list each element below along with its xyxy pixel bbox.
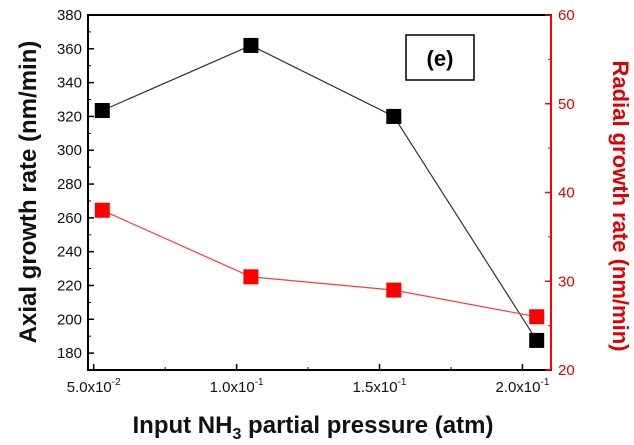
x-tick-label: 1.5x10-1 — [353, 377, 407, 396]
x-tick-label-mantissa: 1.5x10 — [353, 379, 398, 396]
annotation-box-border — [405, 34, 475, 81]
x-tick-label-mantissa: 2.0x10 — [495, 379, 540, 396]
series-2-point — [243, 269, 259, 285]
series-line-1 — [102, 44, 538, 341]
series-2-point — [529, 309, 545, 325]
x-tick-label-exponent: -2 — [112, 377, 121, 388]
y-axis-title: Axial growth rate (nm/min) — [15, 41, 42, 344]
y-tick-label: 280 — [57, 176, 82, 193]
x-axis-title-subscript: 3 — [232, 426, 241, 443]
series-line-2 — [102, 209, 537, 318]
series-2-point — [94, 202, 110, 218]
tick-labels: 180 200 220 240 260 280 300 320 340 360 380 20 30 40 5… — [57, 7, 575, 396]
series-markers — [94, 37, 545, 348]
y2-tick-label: 60 — [558, 7, 575, 24]
annotation-box: (e) — [405, 34, 475, 81]
x-tick-label-mantissa: 5.0x10 — [67, 379, 112, 396]
y-tick-label: 240 — [57, 244, 82, 261]
y-tick-label: 360 — [57, 41, 82, 58]
series-1-point — [386, 108, 402, 124]
series-1-point — [94, 103, 110, 119]
y2-tick-label: 20 — [558, 362, 575, 379]
x-tick-label-mantissa: 1.0x10 — [210, 379, 255, 396]
y-tick-label: 380 — [57, 7, 82, 24]
x-tick-label-exponent: -1 — [398, 377, 407, 388]
x-tick-label: 1.0x10-1 — [210, 377, 264, 396]
plot-area — [87, 14, 552, 371]
x-tick-label: 5.0x10-2 — [67, 377, 121, 396]
y2-tick-label: 40 — [558, 185, 575, 202]
y-tick-label: 340 — [57, 75, 82, 92]
y-tick-label: 180 — [57, 345, 82, 362]
y-tick-label: 260 — [57, 210, 82, 227]
y2-tick-label: 50 — [558, 96, 575, 113]
plot-frame — [87, 14, 552, 371]
x-axis-title: Input NH3 partial pressure (atm) — [133, 412, 494, 443]
series-lines — [102, 44, 538, 341]
x-axis-title-suffix: partial pressure (atm) — [241, 412, 493, 439]
y-tick-label: 320 — [57, 108, 82, 125]
x-axis-title-prefix: Input NH — [133, 412, 233, 439]
y-tick-label: 220 — [57, 277, 82, 294]
y-tick-label: 300 — [57, 142, 82, 159]
x-tick-label-exponent: -1 — [540, 377, 549, 388]
y2-tick-label: 30 — [558, 273, 575, 290]
y-tick-label: 200 — [57, 311, 82, 328]
x-tick-label-exponent: -1 — [255, 377, 264, 388]
x-tick-label: 2.0x10-1 — [495, 377, 549, 396]
y2-axis-title: Radial growth rate (nm/min) — [608, 61, 633, 352]
series-1-point — [243, 37, 259, 53]
series-1-point — [529, 332, 545, 348]
annotation-label: (e) — [427, 46, 454, 71]
series-2-point — [386, 282, 402, 298]
axis-ticks — [88, 14, 551, 371]
